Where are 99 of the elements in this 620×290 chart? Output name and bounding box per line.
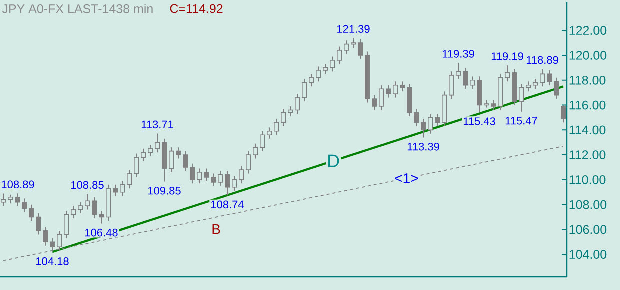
candlestick	[92, 196, 97, 220]
candlestick	[127, 169, 132, 190]
annotation: 113.71	[142, 120, 174, 129]
candlestick	[470, 76, 476, 90]
candlestick	[253, 143, 258, 160]
candlestick	[309, 74, 314, 88]
candlestick	[491, 100, 496, 111]
candlestick	[344, 40, 349, 55]
y-tick-label: 116.00	[570, 100, 606, 110]
annotation: 119.19	[492, 52, 524, 60]
candlestick	[64, 210, 69, 239]
candlestick	[155, 133, 160, 154]
candlestick	[554, 77, 560, 100]
candlestick	[281, 108, 286, 127]
candlestick	[526, 81, 532, 92]
candlestick	[50, 238, 55, 253]
candlestick	[218, 170, 223, 187]
candlestick	[183, 150, 188, 172]
candlestick	[246, 150, 251, 174]
candlestick	[190, 163, 195, 184]
y-tick-label: 112.00	[570, 150, 606, 160]
candlestick	[239, 166, 244, 184]
candlestick	[456, 62, 462, 80]
candlestick	[372, 94, 377, 111]
candlestick	[15, 193, 20, 207]
y-tick-label: 122.00	[570, 26, 607, 36]
candlestick	[204, 168, 209, 182]
series-label: B	[212, 224, 220, 234]
candlestick	[36, 213, 41, 236]
annotation: 106.48	[86, 228, 118, 237]
candlestick	[225, 170, 230, 196]
candlestick	[148, 144, 153, 157]
y-tick-label: 118.00	[570, 76, 606, 85]
candlestick	[463, 67, 468, 90]
candlestick	[288, 106, 293, 117]
annotation: 108.85	[72, 181, 104, 190]
candlestick	[533, 78, 538, 90]
y-tick-label: 104.00	[570, 250, 607, 260]
annotation: 115.47	[506, 117, 538, 125]
candlestick	[351, 38, 356, 49]
candlestick	[540, 68, 546, 88]
candlestick	[43, 226, 48, 246]
candlestick	[295, 94, 300, 114]
candlestick	[274, 118, 279, 136]
candlestick	[323, 64, 328, 75]
candlestick	[169, 147, 174, 173]
candlestick	[57, 230, 62, 252]
annotation: <1>	[395, 174, 418, 184]
candlestick	[302, 78, 307, 102]
candlestick	[421, 118, 426, 138]
annotation: 118.89	[526, 56, 558, 64]
annotation: 119.39	[442, 50, 474, 58]
annotation: 109.85	[148, 187, 181, 195]
annotation: C=114.92	[170, 4, 223, 14]
y-tick-label: 106.00	[570, 225, 607, 234]
candlestick	[393, 81, 398, 98]
y-tick-label: 110.00	[570, 176, 606, 184]
candlestick	[379, 84, 384, 111]
y-tick-label: 114.00	[570, 126, 606, 135]
candlestick	[400, 81, 405, 92]
candlestick	[505, 65, 510, 82]
annotation: 108.74	[212, 200, 244, 209]
candlestick	[71, 206, 76, 220]
y-tick-label: 120.00	[570, 51, 607, 60]
candlestick	[22, 198, 27, 213]
series-label: D	[328, 154, 340, 168]
candlestick	[29, 204, 34, 222]
annotation: 113.39	[408, 142, 440, 151]
annotation: 104.18	[36, 258, 69, 266]
candlestick	[428, 113, 433, 134]
candlestick	[547, 70, 552, 86]
annotation: 121.39	[338, 25, 370, 34]
y-tick-label: 108.00	[570, 200, 607, 210]
candlestick	[435, 113, 440, 127]
candlestick	[85, 194, 90, 210]
annotation: 115.43	[464, 118, 496, 126]
candlestick	[134, 153, 139, 178]
candlestick	[386, 84, 391, 98]
candlestick	[176, 147, 181, 160]
candlestick	[330, 56, 335, 72]
candlestick	[197, 168, 202, 184]
candlestick	[113, 184, 118, 197]
candlestick	[120, 180, 125, 197]
candlestick	[561, 104, 566, 124]
candlestick	[358, 38, 363, 60]
candlestick	[449, 71, 454, 100]
annotation: 108.89	[2, 180, 34, 189]
candlestick	[99, 210, 104, 224]
candlestick	[78, 202, 83, 214]
chart-title: JPY A0-FX LAST-1438 min	[2, 4, 153, 14]
candlestick	[141, 148, 146, 162]
candlestick	[260, 130, 265, 152]
candlestick	[211, 173, 216, 187]
candlestick	[232, 176, 237, 192]
candlestick	[316, 66, 321, 82]
candlestick	[519, 84, 524, 112]
candlestick	[414, 108, 419, 127]
candlestick	[267, 127, 272, 140]
candlestick	[337, 46, 342, 65]
